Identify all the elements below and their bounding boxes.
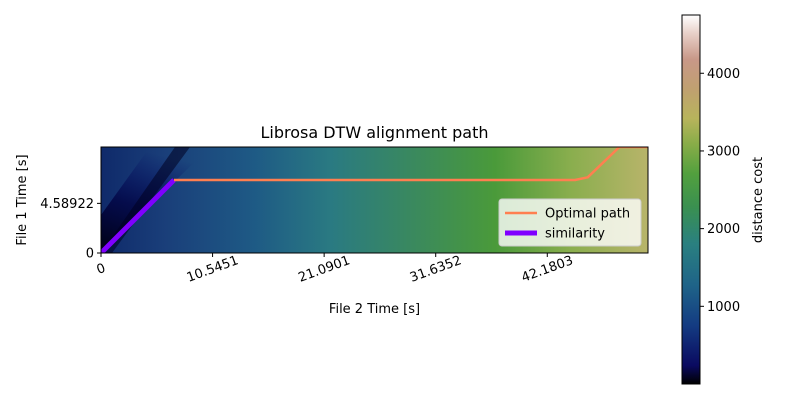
series-line-similarity <box>101 178 176 253</box>
chart-title: Librosa DTW alignment path <box>260 123 488 142</box>
y-ticks: 0 4.58922 <box>40 197 101 262</box>
series-line-optimal-path <box>174 147 648 182</box>
heatmap-diagonal-core <box>101 147 190 253</box>
colorbar-tick-label: 3000 <box>707 144 740 159</box>
colorbar-gradient <box>681 14 701 385</box>
x-tick-label: 21.0901 <box>296 253 352 285</box>
x-tick-label: 0 <box>95 261 108 278</box>
colorbar-label: distance cost <box>751 157 766 243</box>
y-tick-label: 4.58922 <box>40 197 94 212</box>
y-axis-label: File 1 Time [s] <box>15 154 30 245</box>
legend-label-similarity: similarity <box>545 227 605 242</box>
legend-label-optimal-path: Optimal path <box>545 207 630 222</box>
colorbar-tick-label: 1000 <box>707 300 740 315</box>
x-tick-label: 10.5451 <box>185 253 241 285</box>
legend: Optimal path similarity <box>498 198 642 247</box>
colorbar-tick-label: 4000 <box>707 67 740 82</box>
plot-frame <box>100 146 649 254</box>
x-axis-label: File 2 Time [s] <box>329 302 420 317</box>
x-tick-label: 42.1803 <box>520 253 576 285</box>
x-tick-label: 31.6352 <box>408 253 464 285</box>
y-tick-label: 0 <box>86 247 94 262</box>
colorbar-ticks: 1000 2000 3000 4000 <box>700 67 740 315</box>
x-ticks: 0 10.5451 21.0901 31.6352 42.1803 <box>95 253 576 286</box>
colorbar: 1000 2000 3000 4000 distance cost <box>681 14 766 385</box>
colorbar-tick-label: 2000 <box>707 222 740 237</box>
series-layer <box>101 147 648 253</box>
